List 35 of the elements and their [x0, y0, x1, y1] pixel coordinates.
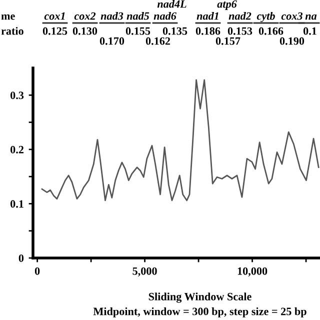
text: me	[1, 14, 15, 20]
text: 0.190	[280, 37, 304, 45]
text: 0.125	[42, 27, 68, 35]
y-tick-label: 0.1	[10, 200, 24, 208]
text: nad4L	[157, 0, 186, 8]
text: nad2	[228, 12, 252, 20]
text: 0.155	[126, 27, 150, 35]
text: cox1	[44, 12, 65, 20]
text: 0.186	[196, 27, 220, 35]
y-tick-label: 0.2	[10, 146, 24, 154]
text: ratio	[1, 26, 24, 35]
x-tick-label: 0	[34, 267, 40, 275]
x-tick-label: 10,000	[238, 267, 268, 276]
x-tick-label: 5,000	[132, 267, 157, 276]
text: 0.135	[162, 27, 188, 35]
text: nad3	[100, 12, 124, 20]
text: 0.162	[146, 37, 170, 45]
text: cox3	[281, 12, 302, 20]
y-tick-label: 0	[18, 254, 24, 262]
text: 0.1	[303, 27, 316, 35]
text: 0.170	[100, 37, 124, 45]
text: 0.153	[228, 27, 252, 35]
x-axis-title: Sliding Window Scale Midpoint, window = 300 bp, step size = 25 bp	[93, 292, 306, 318]
text: nad1	[196, 12, 218, 20]
text: cytb	[256, 12, 275, 22]
text: 0.157	[216, 37, 240, 45]
text: 0.166	[258, 27, 284, 35]
text: nad6	[154, 12, 176, 20]
text: atp6	[217, 0, 237, 10]
text: nad5	[126, 12, 150, 20]
y-tick-label: 0.3	[10, 92, 24, 100]
text: cox2	[74, 12, 96, 20]
text: 0.130	[72, 27, 98, 35]
text: na	[305, 14, 317, 20]
line-series	[41, 79, 320, 202]
